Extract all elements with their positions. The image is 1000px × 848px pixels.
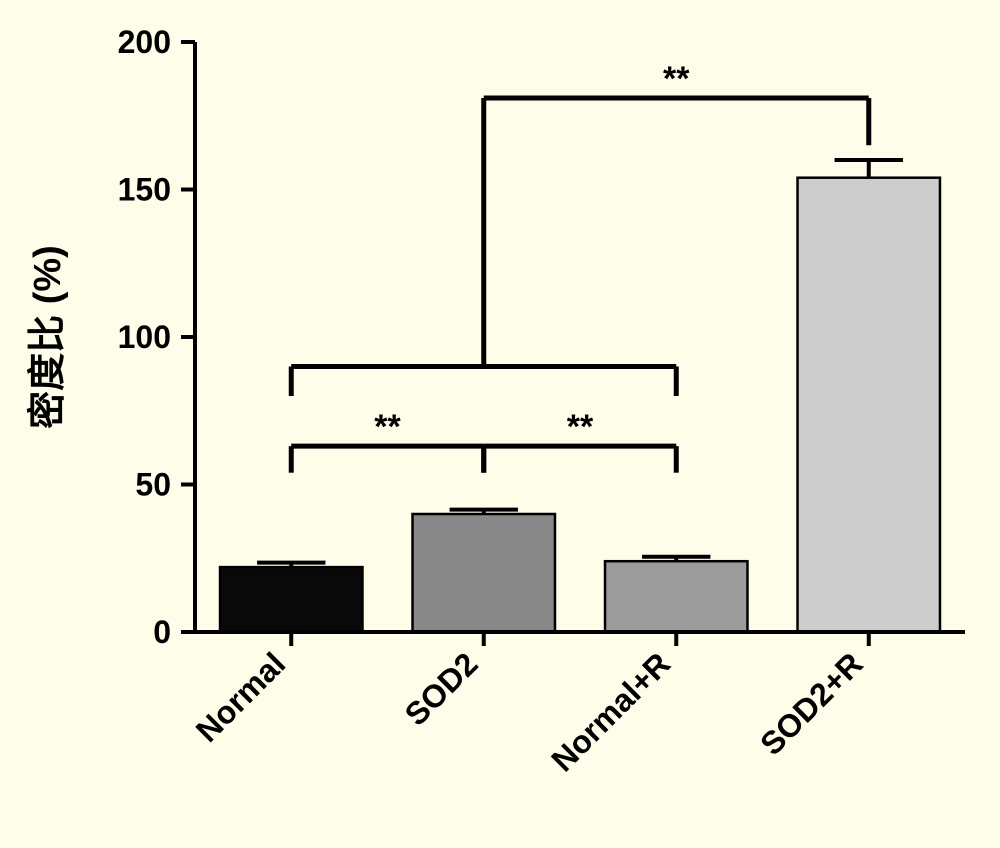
y-tick-label: 0 [153, 614, 171, 650]
bar-Normal+R [605, 561, 747, 632]
bar-SOD2 [413, 514, 555, 632]
significance-label: ** [567, 408, 594, 446]
bar-Normal [220, 567, 362, 632]
significance-label: ** [374, 408, 401, 446]
y-tick-label: 200 [118, 24, 171, 60]
bar-SOD2+R [798, 178, 940, 632]
density-ratio-bar-chart: 050100150200密度比 (%)NormalSOD2Normal+RSOD… [0, 0, 1000, 848]
y-tick-label: 150 [118, 172, 171, 208]
significance-label: ** [663, 60, 690, 98]
y-axis-title: 密度比 (%) [27, 245, 69, 429]
y-tick-label: 50 [135, 467, 171, 503]
y-tick-label: 100 [118, 319, 171, 355]
